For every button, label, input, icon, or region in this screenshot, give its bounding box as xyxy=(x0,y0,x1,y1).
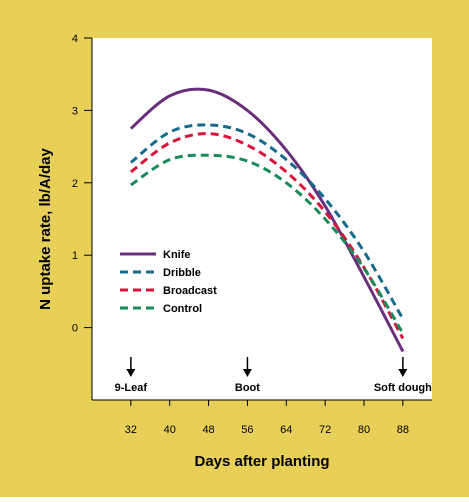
stage-marker: Soft dough xyxy=(374,357,432,394)
y-axis-ticks: 0 1 2 3 4 xyxy=(72,33,92,335)
y-tick-label: 2 xyxy=(72,178,78,190)
down-arrow-icon xyxy=(126,369,136,377)
down-arrow-icon xyxy=(398,369,408,377)
stage-marker: 9-Leaf xyxy=(115,357,148,394)
x-tick-label: 88 xyxy=(397,424,409,436)
legend: Knife Dribble Broadcast Control xyxy=(120,249,217,315)
series-line-knife xyxy=(129,87,405,353)
x-tick-label: 64 xyxy=(280,424,292,436)
legend-label: Control xyxy=(163,303,202,315)
x-tick-label: 32 xyxy=(125,424,137,436)
x-axis-title: Days after planting xyxy=(194,453,329,470)
x-axis-ticks: 32 40 48 56 64 72 80 88 xyxy=(125,400,409,436)
stage-marker: Boot xyxy=(235,357,260,394)
legend-label: Knife xyxy=(163,249,191,261)
stage-label: Boot xyxy=(235,382,260,394)
y-axis-title: N uptake rate, lb/A/day xyxy=(37,147,54,309)
y-tick-label: 1 xyxy=(72,250,78,262)
series-line-control xyxy=(130,153,405,335)
x-tick-label: 56 xyxy=(241,424,253,436)
legend-label: Dribble xyxy=(163,267,201,279)
x-tick-label: 40 xyxy=(164,424,176,436)
axes xyxy=(91,38,432,401)
stage-label: Soft dough xyxy=(374,382,432,394)
x-tick-label: 80 xyxy=(358,424,370,436)
growth-stage-annotations: 9-Leaf Boot Soft dough xyxy=(115,357,432,394)
y-tick-label: 0 xyxy=(72,323,78,335)
stage-label: 9-Leaf xyxy=(115,382,148,394)
series-lines xyxy=(129,87,405,353)
legend-label: Broadcast xyxy=(163,285,217,297)
series-line-dribble xyxy=(129,123,405,320)
plot-area xyxy=(92,38,432,400)
x-tick-label: 72 xyxy=(319,424,331,436)
y-tick-label: 3 xyxy=(72,105,78,117)
down-arrow-icon xyxy=(242,369,252,377)
x-tick-label: 48 xyxy=(202,424,214,436)
series-line-broadcast xyxy=(129,132,405,340)
y-tick-label: 4 xyxy=(72,33,78,45)
